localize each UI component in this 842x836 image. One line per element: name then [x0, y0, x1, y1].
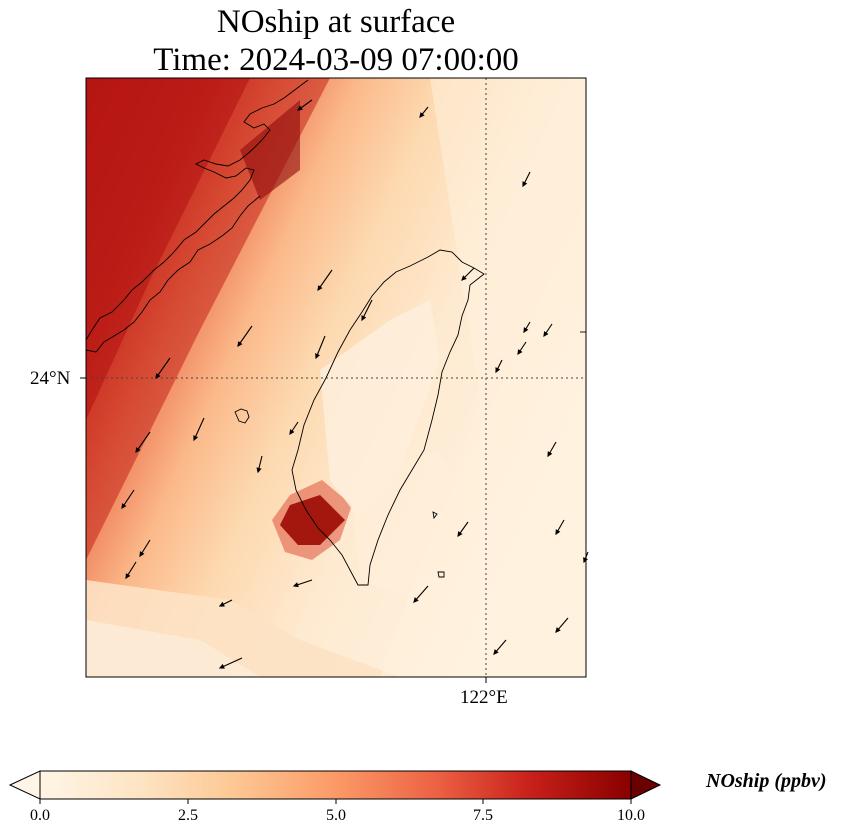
lon-axis-label: 122°E — [460, 687, 508, 708]
wind-vector — [543, 323, 553, 338]
colorbar-extend-max — [630, 770, 662, 800]
wind-arrowhead — [547, 451, 553, 458]
wind-arrowhead — [125, 573, 131, 580]
coastline — [86, 79, 586, 586]
wind-arrowhead — [555, 627, 561, 633]
wind-vector — [121, 489, 135, 510]
wind-vector — [315, 335, 326, 360]
wind-arrowhead — [256, 467, 262, 474]
wind-arrowhead — [522, 181, 528, 188]
wind-arrowhead — [523, 327, 529, 334]
wind-vector — [495, 359, 503, 374]
wind-arrowhead — [193, 435, 199, 442]
wind-arrowhead — [139, 551, 145, 558]
wind-vector — [493, 639, 507, 655]
wind-arrowhead — [218, 601, 225, 607]
wind-vector — [555, 617, 569, 633]
wind-vector — [296, 99, 313, 111]
wind-vector — [523, 321, 531, 334]
colorbar-tick-label: 7.5 — [473, 807, 493, 824]
wind-vector — [193, 417, 205, 442]
wind-vector — [256, 455, 263, 474]
wind-vector — [419, 106, 429, 118]
map-title-line2: Time: 2024-03-09 07:00:00 — [153, 42, 519, 78]
lat-axis-label: 24°N — [30, 368, 71, 389]
wind-arrowhead — [461, 275, 467, 281]
colorbar-extend-min — [8, 770, 41, 800]
wind-arrowhead — [555, 529, 561, 536]
wind-vector — [125, 561, 137, 580]
wind-vector — [218, 657, 243, 669]
wind-arrowhead — [155, 373, 161, 380]
wind-vector — [237, 325, 253, 348]
wind-vector — [547, 441, 557, 458]
colorbar-label: NOship (ppbv) — [706, 770, 827, 792]
wind-arrowhead — [457, 531, 463, 538]
wind-vectors — [121, 99, 589, 669]
colorbar — [8, 770, 662, 804]
wind-arrowhead — [121, 503, 127, 510]
wind-vector — [135, 431, 151, 454]
wind-arrowhead — [493, 649, 499, 655]
wind-arrowhead — [296, 105, 303, 111]
wind-arrowhead — [361, 315, 367, 322]
wind-vector — [292, 579, 313, 588]
wind-vector — [317, 269, 333, 292]
wind-vector — [139, 539, 151, 558]
wind-arrowhead — [543, 331, 549, 338]
wind-arrowhead — [517, 349, 523, 356]
colorbar-tick-label: 10.0 — [617, 807, 645, 824]
colorbar-bar — [39, 770, 632, 800]
wind-arrowhead — [413, 597, 419, 603]
wind-vector — [361, 299, 373, 322]
wind-arrowhead — [315, 353, 320, 360]
wind-arrowhead — [135, 447, 141, 454]
colorbar-tick-label: 2.5 — [178, 807, 198, 824]
wind-vector — [517, 341, 527, 356]
wind-arrowhead — [218, 663, 225, 669]
wind-vector — [457, 521, 469, 538]
wind-arrowhead — [317, 285, 323, 292]
colorbar-tick-label: 0.0 — [30, 807, 50, 824]
wind-vector — [461, 267, 475, 281]
colorbar-tick-label: 5.0 — [326, 807, 346, 824]
map-title-line1: NOship at surface — [216, 4, 456, 40]
wind-arrowhead — [419, 112, 425, 118]
wind-arrowhead — [237, 341, 243, 348]
wind-vector — [555, 519, 565, 536]
wind-vector — [413, 585, 429, 603]
wind-vector — [155, 357, 171, 380]
wind-vector — [522, 171, 531, 188]
wind-arrowhead — [289, 429, 295, 436]
wind-arrowhead — [292, 582, 299, 588]
wind-vector — [218, 599, 233, 607]
wind-arrowhead — [495, 367, 501, 374]
wind-vector — [289, 421, 299, 436]
